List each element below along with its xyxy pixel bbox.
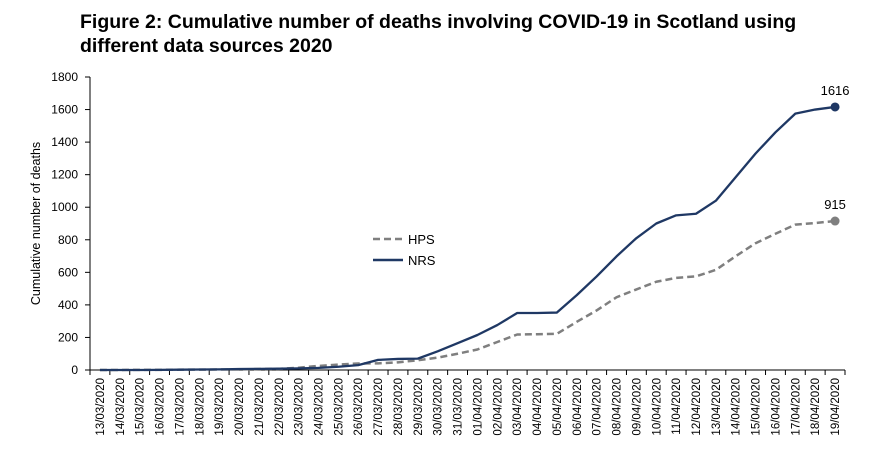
x-tick-label: 13/04/2020 bbox=[711, 378, 723, 436]
x-tick-label: 21/03/2020 bbox=[254, 378, 266, 436]
y-tick-label: 1800 bbox=[51, 70, 78, 84]
x-tick-label: 11/04/2020 bbox=[671, 378, 683, 435]
x-tick-label: 10/04/2020 bbox=[651, 378, 663, 436]
x-tick-label: 23/03/2020 bbox=[294, 378, 306, 436]
x-axis: 13/03/2020 14/03/2020 15/03/2020 16/03/2020… bbox=[89, 369, 846, 436]
x-tick-label: 16/04/2020 bbox=[770, 378, 782, 436]
y-tick-label: 1400 bbox=[51, 135, 78, 149]
series-group: 915 1616 bbox=[99, 83, 850, 372]
x-tick-label: 26/03/2020 bbox=[353, 378, 365, 436]
legend: HPS NRS bbox=[373, 232, 436, 268]
series-line-nrs bbox=[99, 105, 836, 372]
x-tick-label: 09/04/2020 bbox=[631, 378, 643, 436]
legend-label-hps: HPS bbox=[408, 232, 435, 247]
x-tick-label: 08/04/2020 bbox=[612, 378, 624, 436]
x-tick-label: 06/04/2020 bbox=[572, 378, 584, 436]
data-label-nrs: 1616 bbox=[821, 83, 850, 98]
x-tick-label: 24/03/2020 bbox=[313, 378, 325, 436]
y-tick-label: 400 bbox=[58, 298, 78, 312]
x-tick-label: 07/04/2020 bbox=[592, 378, 604, 436]
x-tick-label: 17/04/2020 bbox=[790, 378, 802, 436]
y-tick-label: 800 bbox=[58, 233, 78, 247]
x-tick-label: 05/04/2020 bbox=[552, 378, 564, 436]
x-tick-label: 31/03/2020 bbox=[453, 378, 465, 436]
x-tick-label: 18/04/2020 bbox=[810, 378, 822, 436]
x-tick-label: 25/03/2020 bbox=[333, 378, 345, 436]
data-label-hps: 915 bbox=[824, 197, 846, 212]
x-tick-label: 27/03/2020 bbox=[373, 378, 385, 436]
x-tick-label: 19/04/2020 bbox=[830, 378, 842, 436]
series-line-hps bbox=[99, 219, 836, 372]
x-tick-label: 19/03/2020 bbox=[214, 378, 226, 436]
y-tick-label: 1000 bbox=[51, 200, 78, 214]
x-tick-label: 14/03/2020 bbox=[115, 378, 127, 436]
y-axis-label: Cumulative number of deaths bbox=[29, 142, 43, 305]
x-tick-label: 14/04/2020 bbox=[731, 378, 743, 436]
legend-label-nrs: NRS bbox=[408, 253, 436, 268]
x-tick-label: 29/03/2020 bbox=[413, 378, 425, 436]
x-tick-label: 20/03/2020 bbox=[234, 378, 246, 436]
end-point-nrs bbox=[830, 102, 840, 112]
x-tick-label: 15/04/2020 bbox=[751, 378, 763, 436]
y-tick-label: 1200 bbox=[51, 168, 78, 182]
y-tick-label: 1600 bbox=[51, 103, 78, 117]
x-tick-label: 02/04/2020 bbox=[492, 378, 504, 436]
x-tick-label: 22/03/2020 bbox=[274, 378, 286, 436]
chart-title: Figure 2: Cumulative number of deaths in… bbox=[80, 11, 797, 57]
x-tick-label: 18/03/2020 bbox=[194, 378, 206, 436]
y-tick-label: 200 bbox=[58, 330, 78, 344]
y-tick-label: 0 bbox=[71, 363, 78, 377]
end-point-hps bbox=[830, 216, 840, 226]
x-tick-label: 16/03/2020 bbox=[155, 378, 167, 436]
x-tick-label: 28/03/2020 bbox=[393, 378, 405, 436]
x-tick-label: 04/04/2020 bbox=[532, 378, 544, 436]
y-axis: 0 200 400 600 800 1000 1200 1400 1600 1800 Cumulat… bbox=[29, 70, 91, 377]
x-tick-label: 13/03/2020 bbox=[95, 378, 107, 436]
x-tick-label: 12/04/2020 bbox=[691, 378, 703, 436]
x-tick-label: 01/04/2020 bbox=[472, 378, 484, 436]
x-tick-label: 15/03/2020 bbox=[135, 378, 147, 436]
x-tick-label: 03/04/2020 bbox=[512, 378, 524, 436]
y-tick-label: 600 bbox=[58, 265, 78, 279]
x-tick-label: 17/03/2020 bbox=[174, 378, 186, 436]
x-tick-label: 30/03/2020 bbox=[433, 378, 445, 436]
